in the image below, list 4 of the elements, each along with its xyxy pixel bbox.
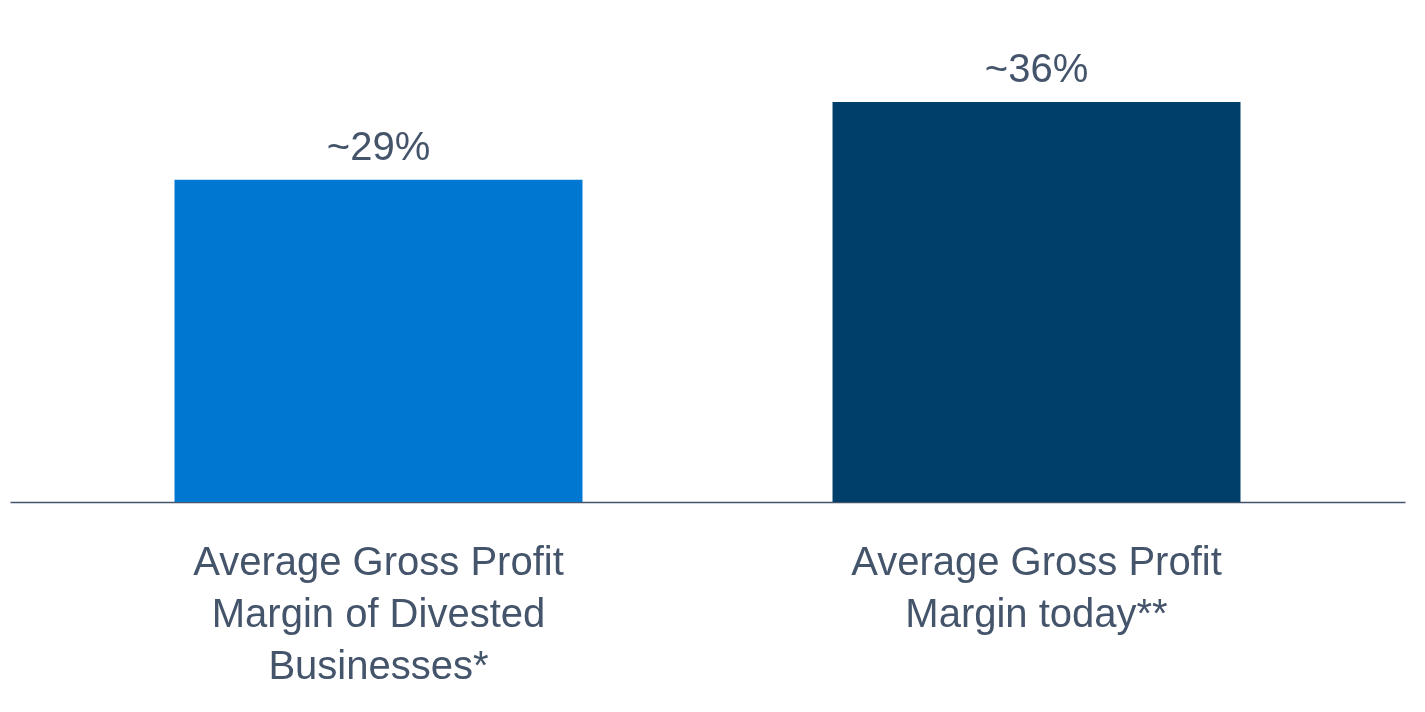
x-tick-label: Average Gross Profit Margin of Divested Businesses* xyxy=(193,538,564,687)
data-label: ~29% xyxy=(326,123,431,168)
data-label: ~36% xyxy=(984,46,1089,90)
x-tick-label: Average Gross Profit Margin today** xyxy=(851,538,1222,635)
